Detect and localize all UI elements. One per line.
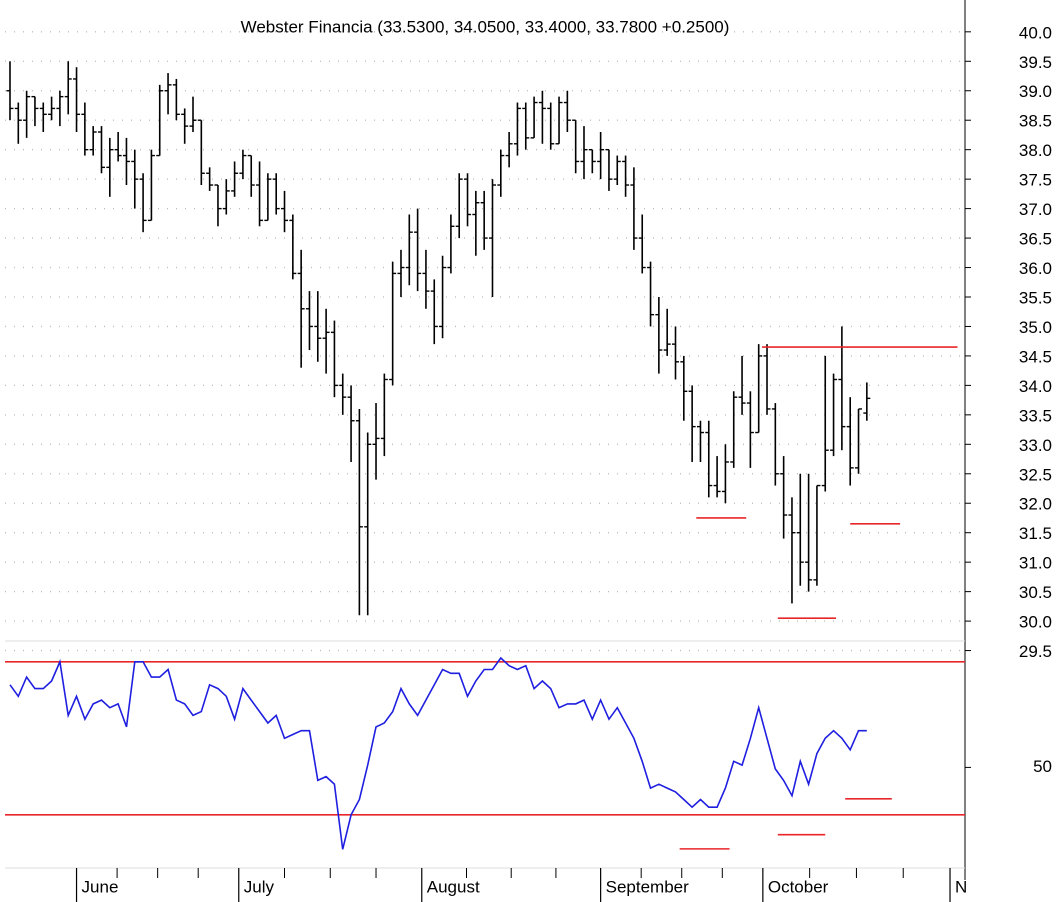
y-tick-label: 33.5	[1019, 406, 1052, 425]
y-tick-label: 35.5	[1019, 288, 1052, 307]
y-tick-label: 30.0	[1019, 613, 1052, 632]
y-tick-label: 31.5	[1019, 524, 1052, 543]
y-tick-label: 39.5	[1019, 53, 1052, 72]
x-tick-label: June	[82, 877, 119, 896]
y-tick-label: 30.5	[1019, 583, 1052, 602]
y-tick-label: 32.5	[1019, 465, 1052, 484]
x-tick-label: N	[955, 877, 967, 896]
y-tick-label: 37.0	[1019, 200, 1052, 219]
y-tick-label: 36.5	[1019, 230, 1052, 249]
y-tick-label: 34.5	[1019, 347, 1052, 366]
x-tick-label: October	[768, 877, 829, 896]
y-tick-label: 50	[1033, 757, 1052, 776]
y-tick-label: 32.0	[1019, 495, 1052, 514]
y-tick-label: 29.5	[1019, 642, 1052, 661]
y-tick-label: 38.5	[1019, 112, 1052, 131]
chart-subtitle: Webster Financia (33.5300, 34.0500, 33.4…	[241, 17, 730, 36]
y-tick-label: 34.0	[1019, 377, 1052, 396]
rsi-line	[9, 656, 867, 850]
y-tick-label: 39.0	[1019, 82, 1052, 101]
x-tick-label: August	[427, 877, 480, 896]
y-tick-label: 40.0	[1019, 23, 1052, 42]
y-tick-label: 36.0	[1019, 259, 1052, 278]
y-tick-label: 33.0	[1019, 436, 1052, 455]
y-tick-label: 37.5	[1019, 171, 1052, 190]
y-tick-label: 38.0	[1019, 141, 1052, 160]
x-tick-label: September	[606, 877, 689, 896]
y-tick-label: 31.0	[1019, 554, 1052, 573]
x-tick-label: July	[244, 877, 275, 896]
y-tick-label: 35.0	[1019, 318, 1052, 337]
